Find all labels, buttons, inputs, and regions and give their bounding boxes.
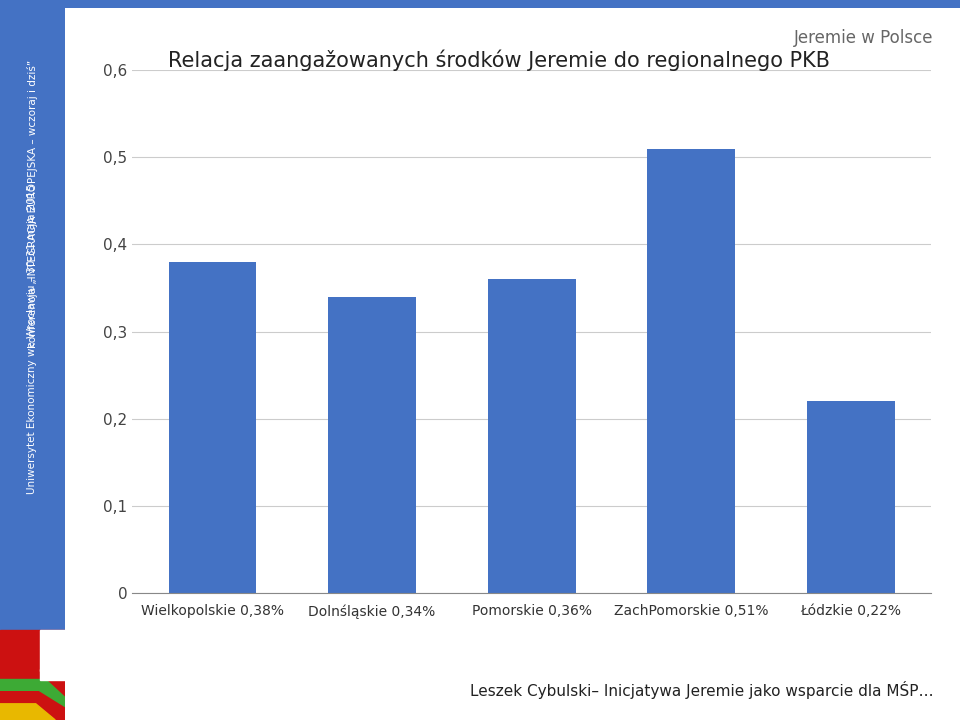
Polygon shape bbox=[0, 680, 65, 706]
Bar bbox=[647, 148, 735, 593]
Bar bbox=[54, 655, 65, 690]
Bar bbox=[36, 655, 54, 690]
Text: Uniwersytet Ekonomiczny we Wrocławiu – 30-31 maja 2015: Uniwersytet Ekonomiczny we Wrocławiu – 3… bbox=[28, 184, 37, 494]
Bar bbox=[40, 669, 65, 680]
Bar bbox=[328, 297, 416, 593]
Text: konferencja „INTEGRACJA EUROPEJSKA – wczoraj i dziś”: konferencja „INTEGRACJA EUROPEJSKA – wcz… bbox=[27, 60, 38, 348]
Bar bbox=[0, 690, 65, 720]
Bar bbox=[169, 262, 256, 593]
Bar bbox=[0, 630, 65, 720]
Polygon shape bbox=[0, 704, 56, 720]
Text: Relacja zaangažowanych środków Jeremie do regionalnego PKB: Relacja zaangažowanych środków Jeremie d… bbox=[168, 50, 830, 71]
Text: Jeremie w Polsce: Jeremie w Polsce bbox=[794, 30, 933, 48]
Polygon shape bbox=[0, 655, 39, 720]
Bar bbox=[40, 630, 65, 670]
Bar bbox=[807, 401, 895, 593]
Bar bbox=[488, 279, 576, 593]
Text: Leszek Cybulski– Inicjatywa Jeremie jako wsparcie dla MŚP…: Leszek Cybulski– Inicjatywa Jeremie jako… bbox=[469, 680, 933, 698]
